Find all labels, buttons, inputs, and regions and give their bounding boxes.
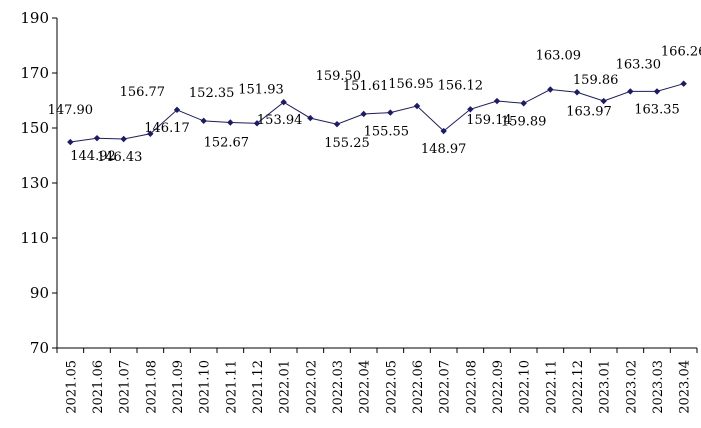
data-label: 152.67 (204, 136, 250, 151)
data-point (467, 106, 474, 113)
data-label: 159.14 (466, 113, 512, 128)
y-tick-label: 190 (20, 9, 49, 27)
data-point (440, 127, 447, 135)
y-axis-ticks: 70 90 110 130 150 170 190 (20, 9, 57, 357)
y-tick-label: 170 (20, 64, 49, 82)
x-tick-label: 2022.07 (438, 360, 453, 414)
data-points (67, 80, 687, 146)
data-label: 159.86 (573, 73, 619, 88)
y-tick-label: 150 (20, 119, 49, 137)
x-tick-label: 2021.10 (198, 360, 213, 414)
x-tick-label: 2022.12 (571, 360, 586, 414)
data-point (680, 80, 687, 87)
x-tick-label: 2023.02 (624, 360, 639, 414)
data-label: 163.30 (616, 57, 662, 72)
data-point (93, 134, 101, 142)
x-tick-label: 2022.11 (544, 360, 559, 414)
data-point (120, 135, 127, 143)
data-label: 151.61 (343, 79, 389, 94)
data-point (413, 102, 421, 110)
x-tick-label: 2023.03 (651, 360, 666, 414)
x-tick-label: 2021.05 (64, 360, 79, 414)
x-tick-label: 2021.11 (224, 360, 239, 414)
data-point (227, 119, 234, 126)
data-point (333, 120, 341, 128)
x-tick-label: 2023.01 (598, 360, 613, 414)
x-tick-label: 2022.08 (464, 360, 479, 414)
data-point (627, 88, 634, 95)
data-label: 153.94 (257, 113, 303, 128)
data-point (173, 106, 181, 114)
data-label: 156.95 (388, 77, 434, 92)
data-label: 163.35 (634, 102, 680, 117)
data-label: 147.90 (48, 103, 94, 118)
data-point (360, 110, 367, 118)
data-label: 146.17 (144, 121, 190, 136)
data-label: 148.97 (421, 142, 467, 157)
x-tick-label: 2021.07 (118, 360, 133, 414)
series-line-group (70, 83, 684, 143)
data-point (520, 100, 527, 107)
data-label: 146.43 (97, 150, 143, 165)
x-tick-label: 2022.03 (331, 360, 346, 414)
x-tick-label: 2022.02 (304, 360, 319, 414)
data-label: 152.35 (189, 86, 235, 101)
data-label: 159.89 (501, 114, 547, 129)
data-label: 156.12 (438, 78, 484, 93)
data-point (307, 114, 314, 122)
x-tick-label: 2021.06 (91, 360, 106, 414)
data-point (600, 97, 607, 105)
data-label: 156.77 (120, 85, 166, 100)
x-tick-label: 2022.06 (411, 360, 426, 414)
data-label: 159.50 (316, 69, 362, 84)
data-point (253, 120, 261, 127)
axes (56, 18, 697, 349)
data-label: 144.92 (70, 149, 116, 164)
x-tick-label: 2021.09 (171, 360, 186, 414)
data-point (493, 97, 501, 105)
y-tick-label: 110 (20, 229, 49, 247)
x-axis-ticks: 2021.05 2021.06 2021.07 2021.08 2021.09 2021.… (56, 348, 698, 414)
data-point (67, 138, 74, 146)
data-point (653, 88, 661, 95)
data-point (200, 117, 207, 125)
data-point (147, 130, 154, 137)
x-tick-label: 2022.01 (278, 360, 293, 414)
data-point (387, 109, 394, 116)
data-point (573, 89, 581, 96)
data-label: 163.97 (566, 104, 612, 119)
series-line (70, 83, 684, 143)
data-label: 151.93 (238, 82, 284, 97)
data-label: 155.55 (364, 125, 410, 140)
data-point (547, 86, 554, 93)
x-tick-label: 2022.04 (358, 360, 373, 414)
y-tick-label: 90 (30, 284, 49, 302)
x-tick-label: 2022.10 (518, 360, 533, 414)
x-tick-label: 2021.08 (144, 360, 159, 414)
y-tick-label: 130 (20, 174, 49, 192)
data-point (280, 98, 287, 106)
x-tick-label: 2021.12 (251, 360, 266, 414)
x-tick-label: 2022.05 (384, 360, 399, 414)
y-tick-label: 70 (30, 339, 49, 357)
x-tick-label: 2022.09 (491, 360, 506, 414)
data-label: 166.26 (661, 45, 701, 60)
data-label: 155.25 (324, 136, 370, 151)
data-label: 163.09 (536, 49, 582, 64)
x-tick-label: 2023.04 (678, 360, 693, 414)
